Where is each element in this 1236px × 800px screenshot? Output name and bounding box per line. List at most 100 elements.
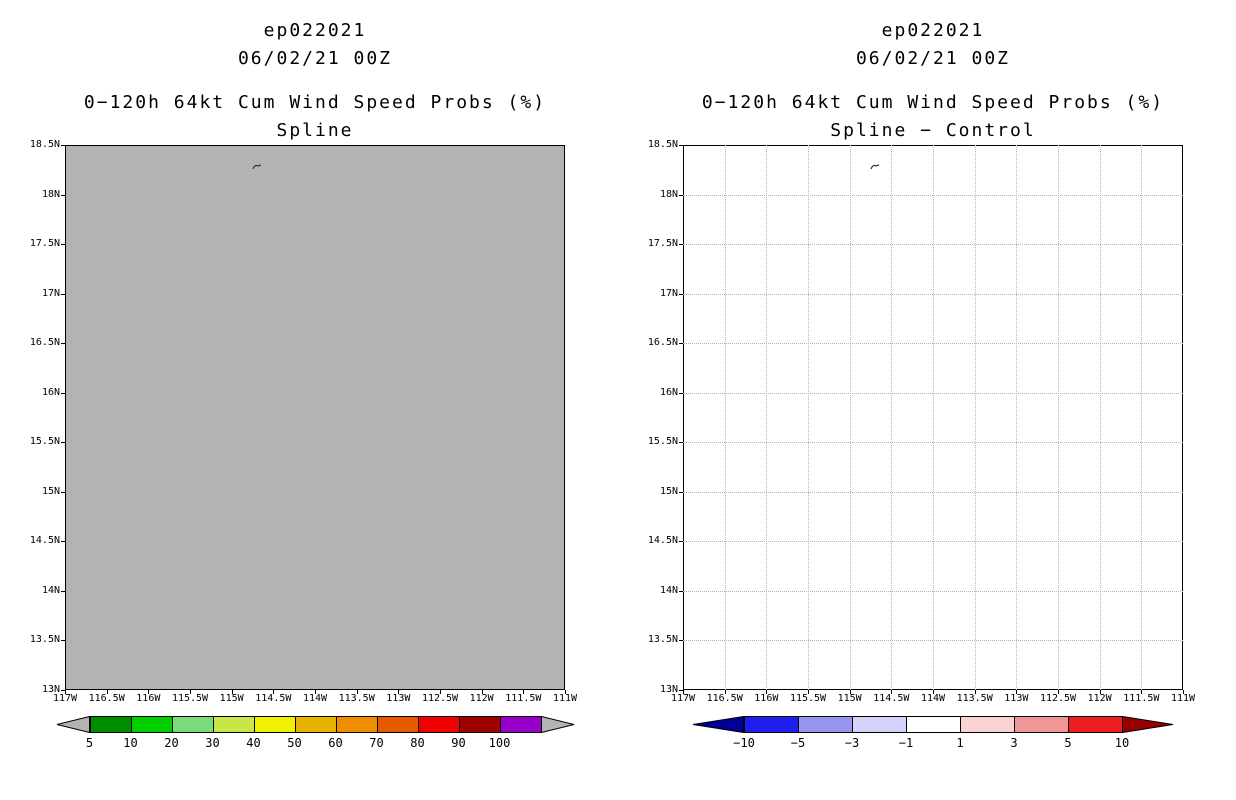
colorbar-tick-label: 80 [410, 736, 425, 750]
lat-tick-label: 16N [41, 386, 60, 398]
lat-tick-label: 16.5N [29, 337, 60, 349]
lon-tick-mark [356, 690, 358, 694]
lat-tick-label: 17N [41, 287, 60, 299]
lat-tick-label: 17.5N [29, 238, 60, 250]
lat-tick-label: 15.5N [647, 436, 678, 448]
lat-tick-mark [61, 590, 65, 592]
colorbar-tick-label: 10 [1114, 736, 1130, 750]
colorbar-tick-label: 30 [205, 736, 220, 750]
lat-tick-label: 18.5N [647, 139, 678, 150]
method-subtitle: Spline − Control [830, 120, 1036, 141]
colorbar-tick-label: 3 [1010, 736, 1018, 750]
gridline-horizontal [683, 640, 1183, 642]
lon-tick-mark [1141, 690, 1143, 694]
lon-tick-label: 116W [136, 693, 161, 704]
lat-tick-mark [61, 690, 65, 691]
colorbar-segment [417, 716, 460, 733]
colorbar-segment [906, 716, 961, 733]
lat-tick-label: 13.5N [29, 634, 60, 646]
storm-id-title: ep022021 [881, 20, 985, 41]
gridline-vertical [1016, 145, 1018, 690]
colorbar-segment [852, 716, 907, 733]
lat-tick-mark [679, 541, 683, 543]
lat-tick-mark [679, 194, 683, 196]
colorbar-tick-label: 60 [328, 736, 343, 750]
gridline-horizontal [683, 194, 1183, 196]
gridline-vertical [1099, 145, 1101, 690]
lon-tick-mark [766, 690, 768, 694]
colorbar-segment [744, 716, 799, 733]
lat-tick-mark [61, 244, 65, 246]
product-subtitle: 0−120h 64kt Cum Wind Speed Probs (%) [83, 92, 547, 113]
lon-tick-mark [891, 690, 893, 694]
colorbar: 5 10 20 30 40 50 60 70 80 90 100 [56, 716, 575, 756]
lat-tick-mark [679, 690, 683, 691]
lon-tick-label: 114W [302, 693, 328, 704]
lon-tick-mark [1099, 690, 1101, 694]
storm-marker-icon [869, 156, 880, 175]
colorbar-tick-label: −1 [898, 736, 914, 750]
lon-tick-label: 112.5W [421, 693, 459, 704]
method-subtitle: Spline [276, 120, 354, 141]
colorbar-right-arrow-icon [540, 716, 574, 733]
lon-tick-label: 111.5W [505, 693, 542, 704]
gridline-horizontal [683, 491, 1183, 493]
lon-tick-mark [440, 690, 441, 694]
lon-tick-mark [808, 690, 809, 694]
lon-tick-label: 112W [1087, 693, 1112, 704]
lat-tick-mark [679, 392, 683, 394]
lat-tick-mark [61, 541, 65, 543]
lon-tick-mark [933, 690, 934, 694]
lat-tick-label: 13N [659, 684, 678, 695]
colorbar-segment [376, 716, 419, 733]
gridline-vertical [974, 145, 976, 690]
lat-tick-mark [679, 293, 683, 295]
lat-tick-mark [679, 491, 683, 493]
lon-tick-label: 115.5W [789, 693, 827, 704]
lon-tick-label: 116.5W [706, 693, 743, 704]
lat-tick-mark [679, 442, 683, 444]
right-panel-spline-minus-control: ep022021 06/02/21 00Z 0−120h 64kt Cum Wi… [618, 0, 1236, 800]
lon-tick-mark [190, 690, 191, 694]
lon-tick-mark [231, 690, 233, 694]
lat-tick-mark [61, 194, 65, 196]
lon-tick-mark [1058, 690, 1059, 694]
colorbar-segment [960, 716, 1015, 733]
colorbar-right-arrow-icon [1122, 716, 1174, 733]
lon-tick-label: 112.5W [1039, 693, 1077, 704]
lat-tick-mark [61, 343, 65, 345]
lon-tick-mark [315, 690, 316, 694]
gridline-horizontal [683, 442, 1183, 444]
lat-tick-label: 14.5N [29, 535, 60, 547]
lat-tick-mark [61, 442, 65, 444]
colorbar-left-arrow-icon [56, 716, 90, 733]
lon-tick-mark [273, 690, 275, 694]
lon-tick-label: 117W [52, 693, 78, 704]
gridline-vertical [766, 145, 768, 690]
lon-tick-mark [1183, 690, 1184, 694]
lat-tick-mark [679, 640, 683, 642]
lon-tick-mark [65, 690, 66, 694]
lat-tick-label: 17N [659, 287, 678, 299]
colorbar-segment [458, 716, 501, 733]
gridline-horizontal [683, 541, 1183, 543]
colorbar: −10 −5 −3 −1 1 3 5 10 [692, 716, 1174, 756]
colorbar-segment [171, 716, 214, 733]
colorbar-segment [253, 716, 296, 733]
lat-tick-label: 14.5N [647, 535, 678, 547]
colorbar-tick-label: 70 [369, 736, 384, 750]
lon-tick-label: 116W [754, 693, 779, 704]
lat-tick-label: 13.5N [647, 634, 678, 646]
colorbar-tick-label: −5 [790, 736, 806, 750]
lon-tick-mark [106, 690, 108, 694]
colorbar-tick-label: 50 [287, 736, 302, 750]
gridline-vertical [891, 145, 893, 690]
gridline-vertical [933, 145, 934, 690]
lon-tick-mark [724, 690, 726, 694]
lon-tick-mark [398, 690, 400, 694]
lat-tick-mark [679, 590, 683, 592]
lon-tick-mark [481, 690, 483, 694]
colorbar-left-arrow-icon [692, 716, 744, 733]
colorbar-tick-label: 5 [1064, 736, 1072, 750]
